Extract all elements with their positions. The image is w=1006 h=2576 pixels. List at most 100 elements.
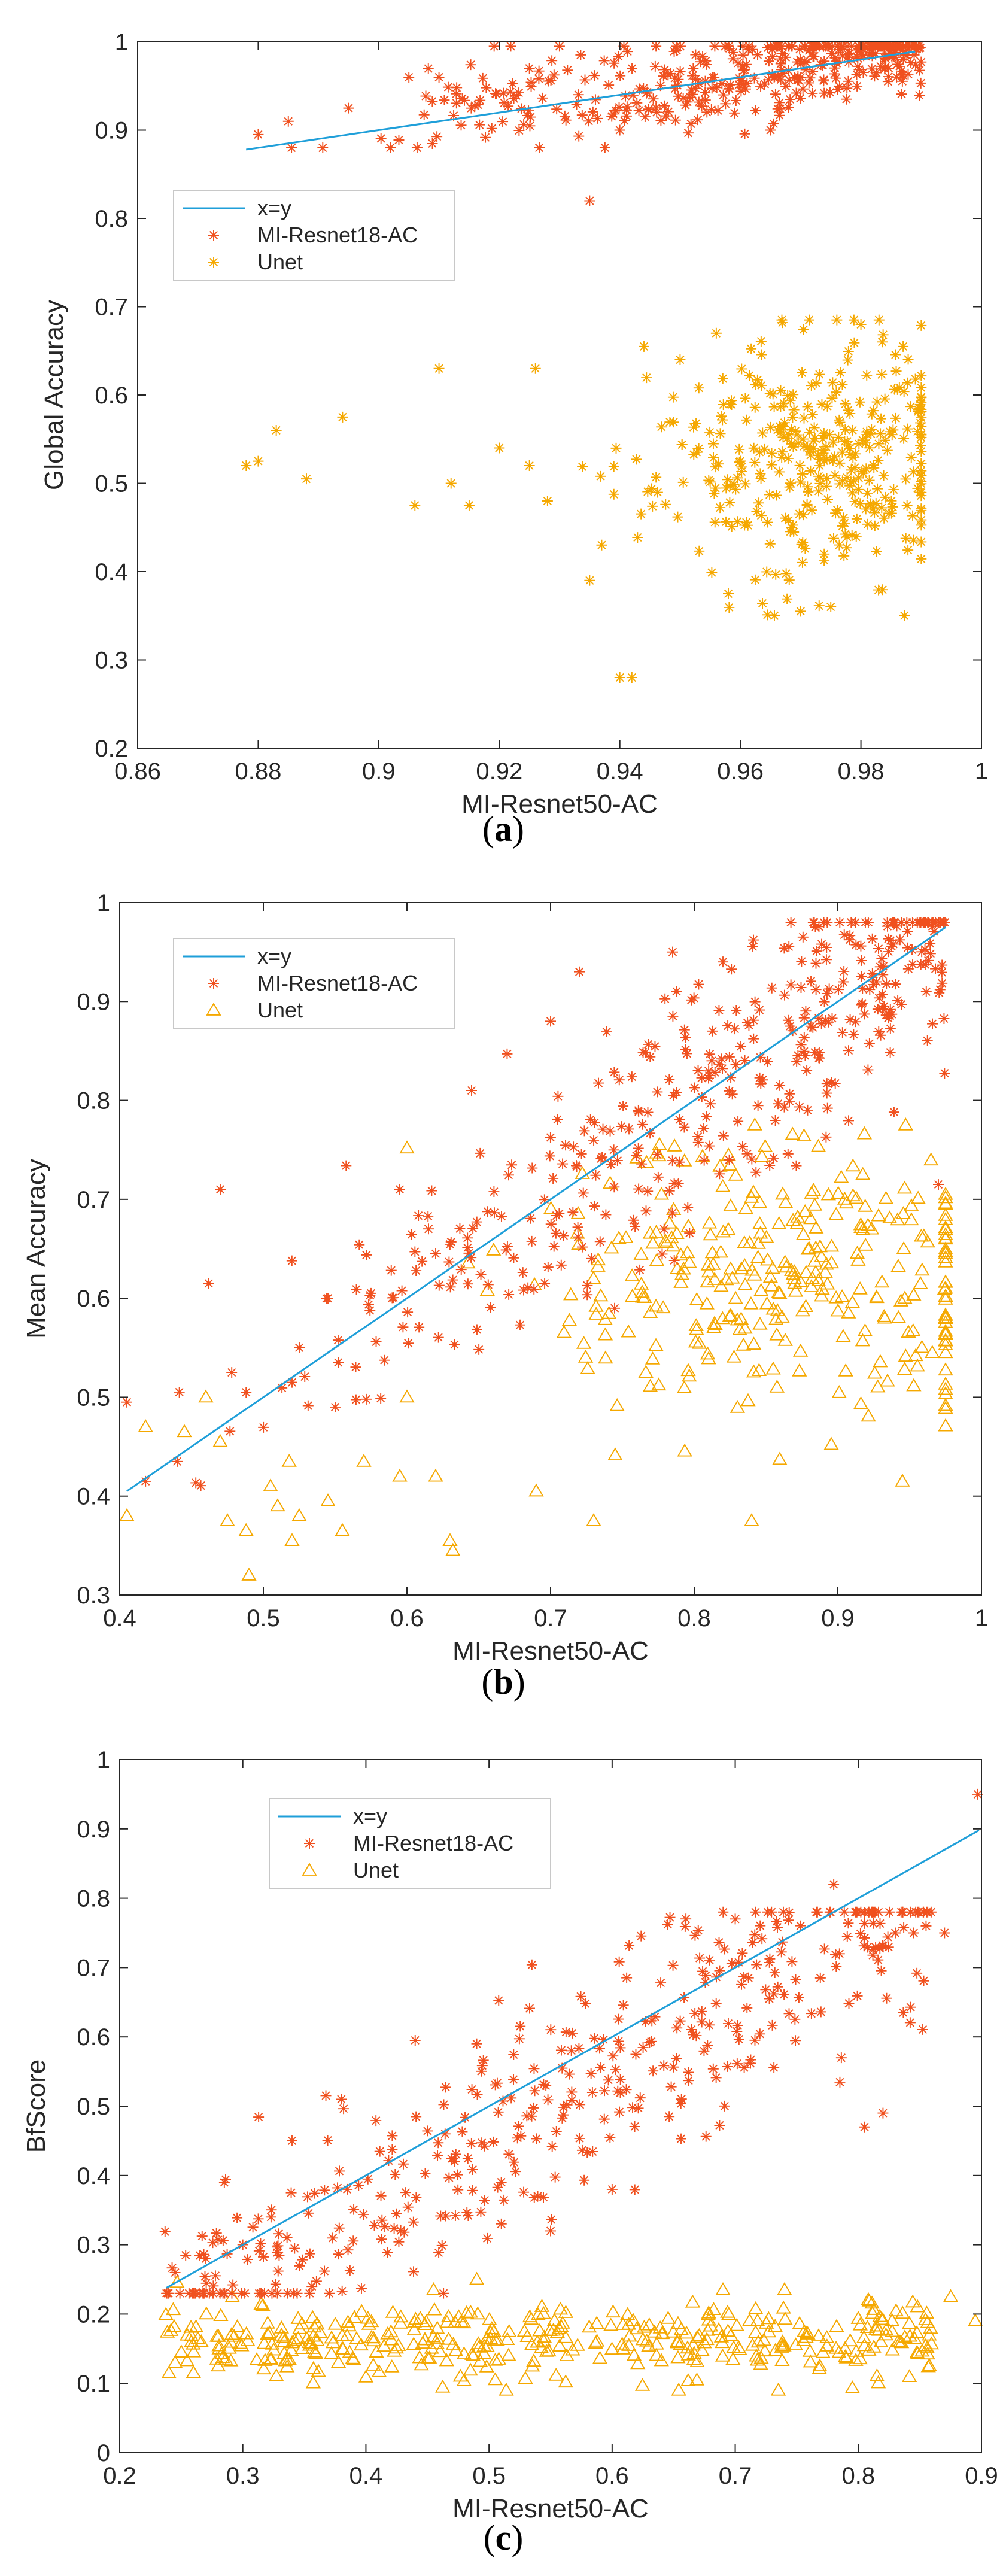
resnet18-point: [890, 1927, 901, 1939]
resnet18-point: [764, 1993, 775, 2004]
resnet18-point: [449, 2156, 460, 2167]
unet-point: [165, 2302, 181, 2316]
resnet18-point: [633, 1183, 645, 1195]
resnet18-point: [718, 956, 728, 968]
resnet18-point: [508, 2049, 519, 2060]
unet-point: [502, 2323, 517, 2337]
resnet18-point: [669, 72, 680, 84]
resnet18-point: [856, 971, 867, 982]
unet-point: [888, 424, 899, 436]
resnet18-point: [727, 1089, 738, 1100]
caption-open-c: (: [484, 2518, 496, 2557]
resnet18-point: [855, 1928, 866, 1939]
resnet18-point: [609, 57, 620, 69]
resnet18-point: [652, 1171, 664, 1183]
unet-point: [843, 439, 854, 451]
resnet18-point: [219, 2288, 230, 2299]
resnet18-point: [667, 946, 678, 958]
resnet18-point: [937, 959, 948, 971]
resnet18-point: [798, 1012, 810, 1023]
unet-point: [737, 1235, 752, 1248]
unet-point: [861, 429, 873, 441]
resnet18-point: [576, 2144, 588, 2156]
resnet18-point: [387, 2144, 398, 2155]
resnet18-point: [637, 1119, 648, 1130]
unet-point: [614, 672, 625, 683]
resnet18-point: [575, 2099, 586, 2110]
resnet18-point: [526, 1235, 537, 1247]
unet-point: [916, 505, 927, 517]
resnet18-point: [782, 1014, 794, 1026]
unet-point: [814, 1281, 830, 1295]
resnet18-point: [599, 2085, 610, 2097]
unet-point: [750, 2334, 766, 2348]
resnet18-point: [896, 75, 908, 87]
unet-point: [803, 1211, 819, 1225]
resnet18-point: [674, 1114, 685, 1125]
resnet18-point: [727, 47, 738, 58]
resnet18-point: [886, 51, 898, 63]
resnet18-point: [411, 2192, 422, 2203]
resnet18-point: [783, 102, 794, 113]
resnet18-point: [525, 111, 536, 123]
resnet18-point: [664, 2111, 675, 2122]
resnet18-point: [281, 2232, 293, 2243]
resnet18-point: [463, 2210, 474, 2221]
unet-point: [412, 2311, 428, 2324]
unet-point: [938, 1212, 953, 1225]
resnet18-point: [636, 1930, 647, 1942]
unet-point: [823, 1238, 840, 1252]
resnet18-point: [503, 1289, 515, 1300]
resnet18-point: [319, 2265, 330, 2277]
unet-point: [746, 1184, 761, 1198]
unet-point: [748, 2325, 764, 2338]
resnet18-point: [659, 64, 670, 75]
unet-point: [774, 1310, 790, 1323]
unet-point: [239, 2326, 254, 2340]
resnet18-point: [302, 1400, 314, 1411]
resnet18-point: [644, 2037, 655, 2048]
resnet18-point: [605, 1159, 616, 1170]
resnet18-point: [455, 1264, 467, 1275]
resnet18-point: [442, 81, 454, 93]
legend-label-unet-b: Unet: [257, 998, 303, 1022]
resnet18-point: [439, 2128, 451, 2140]
unet-point: [938, 1220, 953, 1234]
unet-point: [565, 2342, 580, 2356]
unet-point: [844, 480, 856, 491]
resnet18-point: [493, 1995, 504, 2006]
resnet18-point: [713, 1058, 725, 1070]
unet-point: [840, 424, 851, 435]
resnet18-point: [856, 999, 867, 1010]
resnet18-point: [370, 1336, 382, 1347]
resnet18-point: [423, 1223, 434, 1235]
unet-point: [290, 2311, 306, 2324]
resnet18-point: [718, 1906, 729, 1918]
resnet18-point: [755, 1052, 766, 1063]
resnet18-point: [575, 1991, 586, 2002]
unet-point: [867, 1365, 883, 1379]
resnet18-point: [552, 1114, 563, 1125]
unet-point: [813, 485, 824, 497]
resnet18-point: [857, 983, 868, 994]
unet-point: [576, 1336, 592, 1349]
resnet18-point: [940, 917, 950, 928]
resnet18-point: [746, 1153, 758, 1165]
resnet18-point: [867, 1949, 879, 1961]
resnet18-point: [408, 2266, 420, 2277]
resnet18-point: [619, 115, 630, 126]
unet-point: [864, 1221, 880, 1235]
caption-close-b: ): [513, 1662, 525, 1702]
resnet18-point: [869, 1906, 880, 1918]
resnet18-point: [768, 1152, 779, 1164]
resnet18-point: [696, 1092, 707, 1103]
resnet18-point: [592, 113, 603, 124]
resnet18-point: [779, 1101, 790, 1113]
resnet18-point: [774, 1080, 786, 1091]
resnet18-point: [525, 77, 537, 88]
resnet18-point: [921, 1906, 932, 1918]
unet-point: [737, 1257, 752, 1271]
resnet18-point: [717, 1063, 728, 1074]
unet-point: [772, 1286, 788, 1299]
